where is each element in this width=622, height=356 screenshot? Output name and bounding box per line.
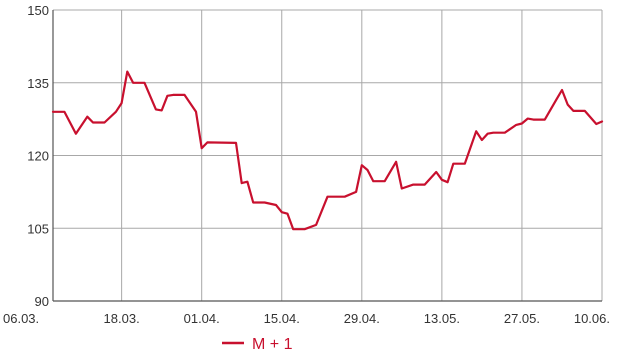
x-tick-label: 06.03.: [3, 311, 39, 326]
series-line: [51, 70, 604, 231]
y-tick-label: 150: [27, 3, 49, 18]
x-tick-labels: 06.03. 18.03. 01.04. 15.04. 29.04. 13.05. 27.0…: [3, 311, 610, 326]
legend: M + 1: [222, 336, 293, 353]
x-tick-label: 10.06.: [574, 311, 610, 326]
x-tick-label: 01.04.: [184, 311, 220, 326]
y-tick-label: 105: [27, 221, 49, 236]
y-tick-label: 135: [27, 76, 49, 91]
legend-label: M + 1: [252, 336, 293, 353]
x-tick-label: 13.05.: [424, 311, 460, 326]
x-tick-label: 15.04.: [264, 311, 300, 326]
x-tick-label: 27.05.: [504, 311, 540, 326]
x-tick-label: 29.04.: [344, 311, 380, 326]
y-tick-label: 90: [35, 294, 49, 309]
axes: [52, 10, 602, 302]
series-layer: [51, 70, 604, 231]
grid: [53, 9, 603, 301]
y-tick-labels: 90 105 120 135 150: [27, 3, 49, 309]
y-tick-label: 120: [27, 149, 49, 164]
x-tick-label: 18.03.: [104, 311, 140, 326]
